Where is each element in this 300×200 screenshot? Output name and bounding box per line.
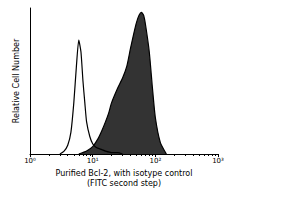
svg-text:(FITC second step): (FITC second step) — [87, 179, 161, 188]
svg-text:10³: 10³ — [212, 157, 224, 165]
svg-text:Purified Bcl-2, with isotype c: Purified Bcl-2, with isotype control — [56, 169, 193, 178]
svg-text:10²: 10² — [149, 157, 161, 165]
svg-text:Relative Cell Number: Relative Cell Number — [12, 38, 21, 123]
svg-text:10¹: 10¹ — [87, 157, 99, 165]
svg-text:10⁰: 10⁰ — [24, 157, 36, 165]
